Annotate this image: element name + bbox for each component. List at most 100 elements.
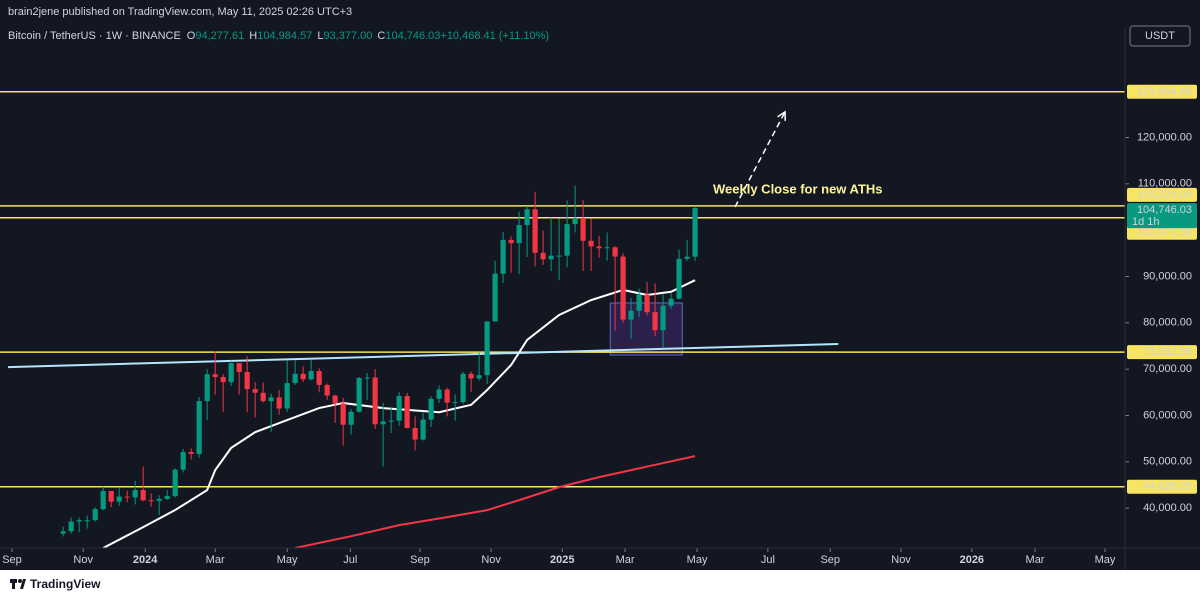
candle-body (348, 411, 354, 425)
candle-body (132, 490, 138, 498)
legend-key: O (187, 30, 196, 42)
level-label-box (1127, 225, 1197, 240)
arrow-head (777, 110, 786, 121)
last-price-label: 104,746.03 (1137, 204, 1192, 216)
x-tick-label: 2025 (550, 554, 574, 566)
ma-line (294, 455, 696, 548)
candle-body (220, 377, 226, 383)
x-tick-label: Sep (410, 554, 430, 566)
y-tick-label: 70,000.00 (1143, 363, 1192, 375)
candle-body (148, 500, 154, 502)
candle-body (268, 397, 274, 402)
legend-key: C (377, 30, 385, 42)
annotation: Weekly Close for new ATHs (713, 181, 883, 196)
candle-body (284, 383, 290, 409)
y-tick-label: 110,000.00 (1138, 178, 1192, 190)
candle-body (636, 294, 642, 311)
y-tick-label: 120,000.00 (1137, 131, 1192, 143)
candle-body (300, 373, 306, 380)
candle-body (372, 377, 378, 425)
x-tick-label: Nov (481, 554, 501, 566)
candle-body (180, 452, 186, 470)
candle-body (452, 402, 458, 404)
candle-body (604, 247, 610, 249)
candle-body (396, 396, 402, 421)
candle-body (316, 371, 322, 385)
x-tick-label: Sep (2, 554, 22, 566)
currency[interactable]: USDT (1145, 30, 1175, 42)
candle-body (468, 373, 474, 379)
candle-body (380, 421, 386, 425)
candle-body (460, 373, 466, 403)
x-tick-label: Mar (206, 554, 225, 566)
trendline (7, 343, 839, 369)
candle-body (292, 373, 298, 384)
level-label: 44,626.25 (1143, 481, 1192, 493)
candle-body (172, 469, 178, 497)
candle-body (644, 294, 650, 313)
y-tick-label: 80,000.00 (1143, 317, 1192, 329)
candle-body (476, 375, 482, 379)
candle-body (68, 521, 74, 532)
candle-body (388, 420, 394, 422)
candle-body (436, 389, 442, 399)
x-tick-label: Mar (1026, 554, 1045, 566)
candle-body (596, 246, 602, 249)
x-tick-label: 2026 (960, 554, 984, 566)
candle-body (500, 239, 506, 274)
candle-body (276, 397, 282, 409)
level-label: 105,229.00 (1137, 189, 1192, 201)
legend-value: 104,984.57 (257, 30, 312, 42)
y-tick-label: 40,000.00 (1143, 502, 1192, 514)
x-tick-label: May (1095, 554, 1116, 566)
candle-body (100, 491, 106, 510)
axes: 40,000.00 50,000.00 60,000.00 70,000.00 80,0… (2, 131, 1192, 566)
candle-body (556, 255, 562, 257)
plot-area (0, 91, 1125, 548)
candle-body (612, 247, 618, 257)
publisher: brain2jene published on TradingView.com,… (8, 6, 352, 18)
candle-body (572, 218, 578, 225)
currency-box[interactable] (1129, 25, 1191, 47)
candle-body (660, 305, 666, 331)
candle-body (692, 208, 698, 257)
x-tick-label: 2024 (133, 554, 158, 566)
level-label: 102,671.38 (1137, 227, 1192, 239)
candle-body (260, 392, 266, 402)
symbol-title: Bitcoin / TetherUS · 1W · BINANCE (8, 30, 181, 42)
level-label-box (1127, 479, 1197, 494)
legend-key: L (317, 30, 323, 42)
level-label-box (1127, 84, 1197, 99)
candle-body (324, 384, 330, 396)
candle-body (676, 258, 682, 299)
legend-key: H (249, 30, 257, 42)
candle-body (212, 374, 218, 378)
candle-body (524, 209, 530, 226)
candle-body (140, 490, 146, 501)
legend-value: 104,746.03 (385, 30, 440, 42)
candle-body (164, 496, 170, 499)
candle-body (620, 256, 626, 320)
candle-body (628, 310, 634, 320)
candle-body (652, 312, 658, 331)
y-tick-label: 90,000.00 (1143, 270, 1192, 282)
level-label: 73,682.96 (1143, 346, 1192, 358)
candle-body (156, 498, 162, 501)
x-tick-label: May (687, 554, 708, 566)
level-label-box (1127, 345, 1197, 360)
x-tick-label: Mar (616, 554, 635, 566)
candle-body (204, 374, 210, 402)
x-tick-label: Nov (73, 554, 93, 566)
candle-body (124, 496, 130, 498)
candle-body (364, 377, 370, 379)
candle-body (668, 298, 674, 306)
last-price-box (1127, 203, 1197, 229)
legend-value: 94,277.61 (195, 30, 244, 42)
candle-body (76, 520, 82, 522)
candle-body (516, 225, 522, 244)
projection-arrow (734, 111, 786, 208)
candle-body (84, 520, 90, 522)
candle-body (420, 419, 426, 440)
candle-body (444, 389, 450, 403)
